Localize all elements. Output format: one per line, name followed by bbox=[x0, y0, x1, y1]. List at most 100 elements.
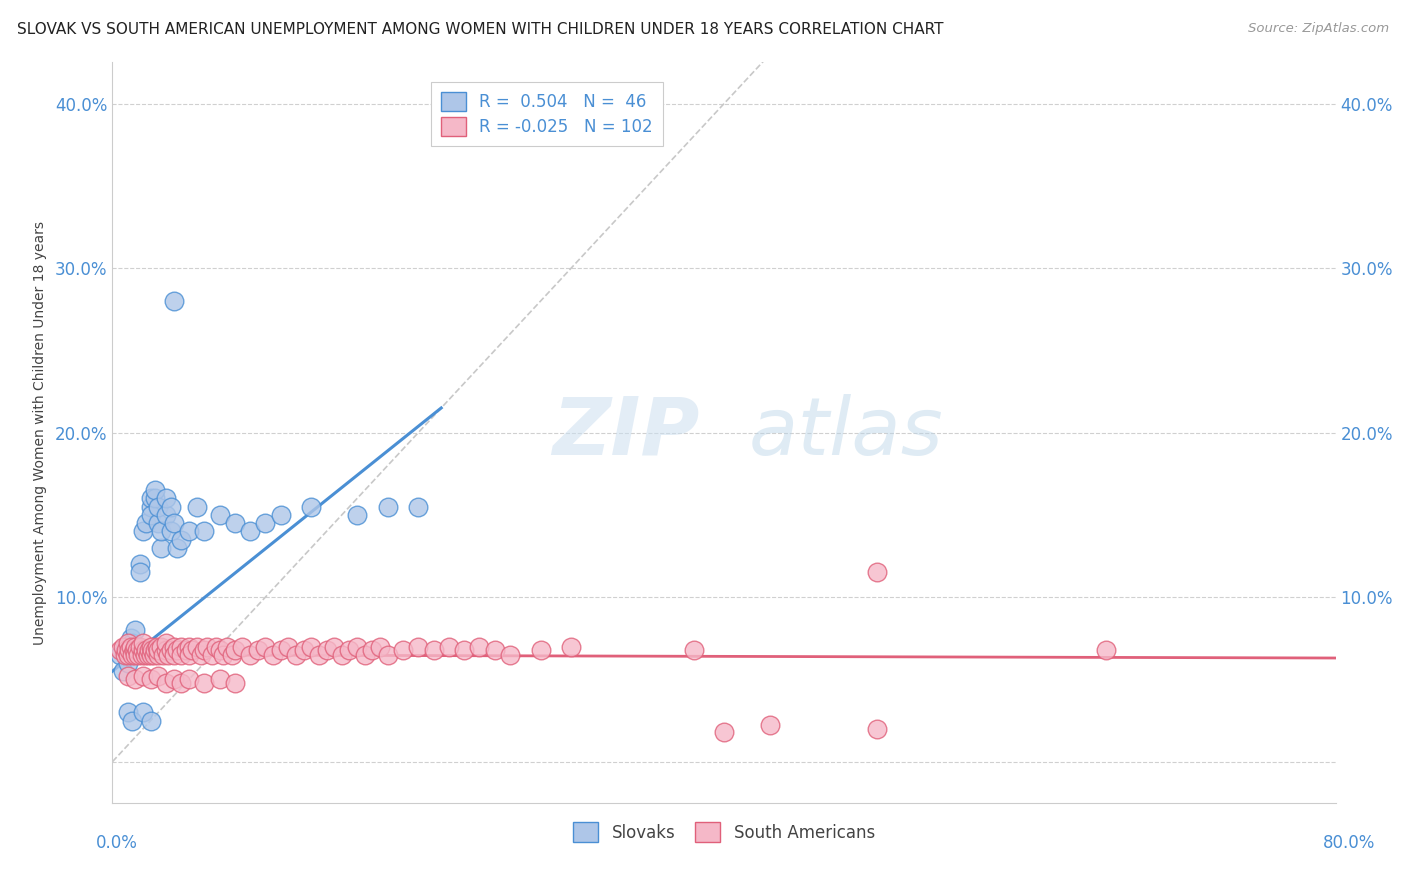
Point bbox=[155, 508, 177, 522]
Point bbox=[163, 648, 186, 662]
Point bbox=[148, 500, 170, 514]
Point bbox=[139, 714, 162, 728]
Point bbox=[254, 516, 277, 530]
Point bbox=[159, 500, 181, 514]
Point bbox=[186, 640, 208, 654]
Point bbox=[132, 706, 155, 720]
Point bbox=[148, 516, 170, 530]
Point bbox=[339, 642, 361, 657]
Point bbox=[148, 642, 170, 657]
Point bbox=[163, 640, 186, 654]
Point bbox=[108, 642, 131, 657]
Point bbox=[277, 640, 299, 654]
Point bbox=[132, 642, 155, 657]
Point bbox=[120, 640, 142, 654]
Point bbox=[125, 640, 148, 654]
Point bbox=[292, 642, 315, 657]
Point bbox=[127, 648, 149, 662]
Point bbox=[170, 533, 193, 547]
Point bbox=[131, 648, 153, 662]
Point bbox=[239, 648, 262, 662]
Point bbox=[155, 491, 177, 506]
Point bbox=[117, 636, 139, 650]
Point bbox=[408, 500, 430, 514]
Point bbox=[124, 673, 146, 687]
Point bbox=[377, 648, 399, 662]
Point bbox=[377, 500, 399, 514]
Point bbox=[759, 718, 782, 732]
Point bbox=[159, 642, 181, 657]
Point bbox=[177, 673, 200, 687]
Point bbox=[193, 675, 215, 690]
Point bbox=[193, 524, 215, 539]
Point bbox=[143, 483, 166, 498]
Point bbox=[713, 725, 735, 739]
Point bbox=[224, 675, 246, 690]
Point bbox=[143, 491, 166, 506]
Point bbox=[166, 541, 188, 555]
Point bbox=[112, 664, 135, 678]
Point bbox=[139, 500, 162, 514]
Point bbox=[155, 675, 177, 690]
Point bbox=[121, 636, 143, 650]
Point bbox=[392, 642, 415, 657]
Point bbox=[308, 648, 330, 662]
Text: 0.0%: 0.0% bbox=[96, 834, 138, 852]
Text: SLOVAK VS SOUTH AMERICAN UNEMPLOYMENT AMONG WOMEN WITH CHILDREN UNDER 18 YEARS C: SLOVAK VS SOUTH AMERICAN UNEMPLOYMENT AM… bbox=[17, 22, 943, 37]
Point bbox=[152, 648, 174, 662]
Point bbox=[135, 516, 157, 530]
Point bbox=[560, 640, 582, 654]
Point bbox=[186, 500, 208, 514]
Point bbox=[148, 648, 170, 662]
Point bbox=[468, 640, 491, 654]
Point bbox=[114, 648, 136, 662]
Point bbox=[484, 642, 506, 657]
Point bbox=[181, 642, 204, 657]
Point bbox=[163, 516, 186, 530]
Point bbox=[117, 706, 139, 720]
Point bbox=[170, 648, 193, 662]
Point bbox=[114, 640, 136, 654]
Point bbox=[142, 648, 165, 662]
Point bbox=[148, 669, 170, 683]
Point bbox=[239, 524, 262, 539]
Point bbox=[120, 632, 142, 646]
Point bbox=[134, 648, 156, 662]
Text: 80.0%: 80.0% bbox=[1323, 834, 1375, 852]
Point bbox=[163, 293, 186, 308]
Point bbox=[682, 642, 704, 657]
Point bbox=[150, 524, 173, 539]
Point bbox=[530, 642, 553, 657]
Point bbox=[284, 648, 308, 662]
Point bbox=[138, 642, 160, 657]
Point bbox=[346, 508, 368, 522]
Point bbox=[205, 640, 228, 654]
Point bbox=[211, 648, 233, 662]
Point bbox=[201, 648, 224, 662]
Point bbox=[118, 642, 141, 657]
Point bbox=[121, 714, 143, 728]
Point bbox=[132, 524, 155, 539]
Point bbox=[195, 640, 218, 654]
Point bbox=[217, 640, 239, 654]
Point bbox=[146, 640, 169, 654]
Point bbox=[150, 541, 173, 555]
Point bbox=[208, 673, 231, 687]
Point bbox=[150, 640, 173, 654]
Point bbox=[170, 640, 193, 654]
Point bbox=[108, 648, 131, 662]
Text: ZIP: ZIP bbox=[553, 393, 700, 472]
Point bbox=[190, 648, 212, 662]
Point bbox=[124, 623, 146, 637]
Point bbox=[866, 566, 889, 580]
Point bbox=[117, 669, 139, 683]
Point bbox=[155, 636, 177, 650]
Point bbox=[117, 642, 139, 657]
Point bbox=[262, 648, 284, 662]
Text: atlas: atlas bbox=[748, 393, 943, 472]
Point bbox=[129, 558, 152, 572]
Point bbox=[315, 642, 337, 657]
Point bbox=[330, 648, 353, 662]
Point bbox=[122, 642, 145, 657]
Point bbox=[437, 640, 460, 654]
